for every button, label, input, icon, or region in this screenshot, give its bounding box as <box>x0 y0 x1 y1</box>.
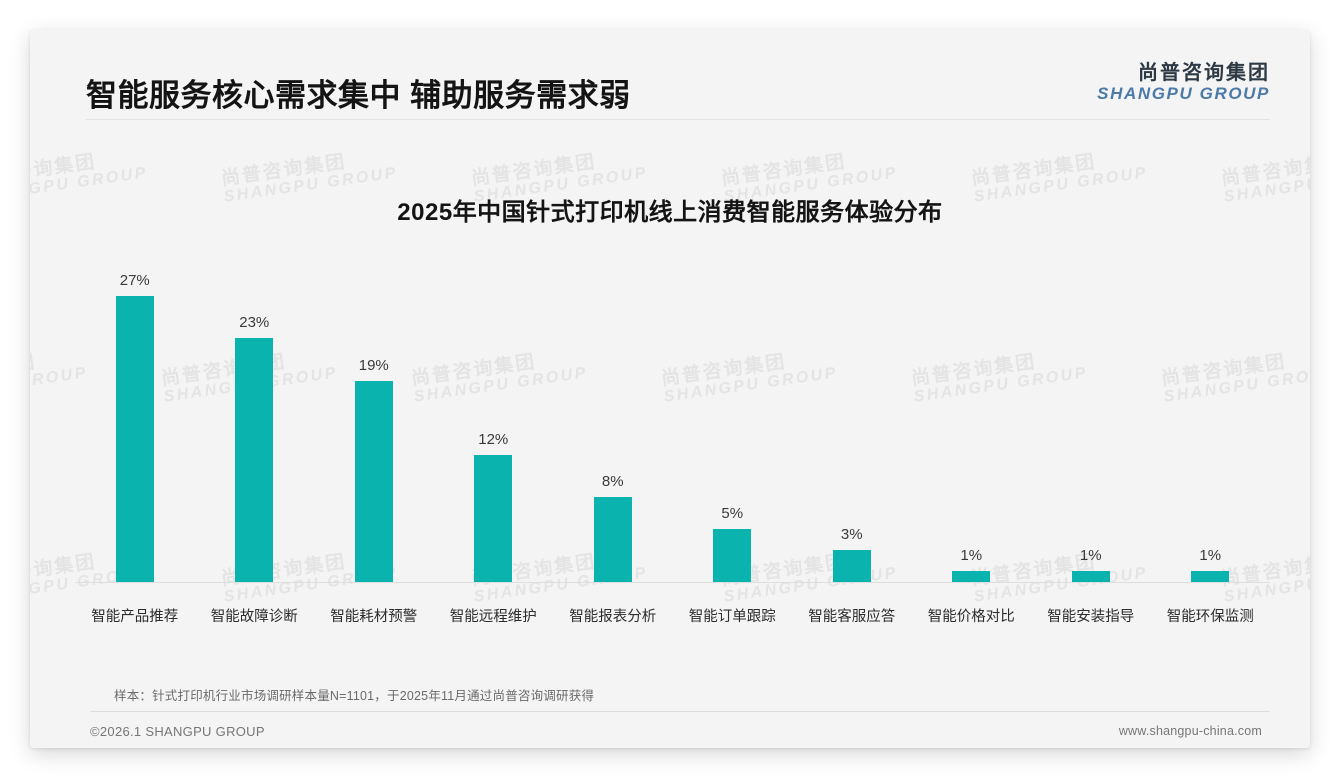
bar-group: 27% <box>75 264 195 582</box>
footer-website[interactable]: www.shangpu-china.com <box>1118 724 1262 738</box>
bar-group: 12% <box>434 264 554 582</box>
slide-footer: ©2026.1 SHANGPU GROUP www.shangpu-china.… <box>30 718 1310 748</box>
bar[interactable] <box>115 296 154 582</box>
slide-card: 尚普咨询集团 SHANGPU GROUP 尚普咨询集团 SHANGPU GROUP 尚普… <box>30 30 1310 748</box>
bar-group: 3% <box>792 264 912 582</box>
bar-chart-plot: 27% 智能产品推荐 23% 智能故障诊断 19% 智能耗材预警 12% 智能远程维护 8% 智能… <box>75 264 1271 625</box>
page-title: 智能服务核心需求集中 辅助服务需求弱 <box>86 78 631 113</box>
bar-group: 1% <box>1031 264 1151 582</box>
x-axis-category-label: 智能价格对比 <box>927 609 1015 625</box>
bar-group: 19% <box>314 264 434 582</box>
brand-name-en: SHANGPU GROUP <box>1097 84 1270 104</box>
brand-logo: 尚普咨询集团 SHANGPU GROUP <box>1097 62 1270 103</box>
bar[interactable] <box>1191 571 1230 582</box>
sample-footnote: 样本：针式打印机行业市场调研样本量N=1101，于2025年11月通过尚普咨询调… <box>114 689 595 703</box>
footer-copyright: ©2026.1 SHANGPU GROUP <box>90 724 265 739</box>
bar-group: 23% <box>195 264 315 582</box>
bar-value-label: 1% <box>1079 547 1102 564</box>
x-axis-category-label: 智能远程维护 <box>449 609 537 625</box>
bar-value-label: 27% <box>119 272 150 289</box>
bar[interactable] <box>593 497 632 582</box>
bar[interactable] <box>474 455 513 582</box>
header-divider <box>86 119 1270 120</box>
bar[interactable] <box>235 338 274 582</box>
x-axis-category-label: 智能产品推荐 <box>91 609 179 625</box>
bar-value-label: 5% <box>721 505 744 522</box>
footer-divider <box>90 711 1270 712</box>
bar-value-label: 1% <box>960 547 983 564</box>
slide-header: 智能服务核心需求集中 辅助服务需求弱 尚普咨询集团 SHANGPU GROUP <box>30 30 1310 120</box>
bar-group: 8% <box>553 264 673 582</box>
bar-value-label: 23% <box>239 314 270 331</box>
bar-group: 1% <box>912 264 1032 582</box>
x-axis-category-label: 智能安装指导 <box>1047 609 1135 625</box>
brand-name-cn: 尚普咨询集团 <box>1138 62 1270 84</box>
bar[interactable] <box>1071 571 1110 582</box>
x-axis-category-label: 智能环保监测 <box>1166 609 1254 625</box>
x-axis-category-label: 智能耗材预警 <box>330 609 418 625</box>
bar-group: 1% <box>1151 264 1271 582</box>
chart-title: 2025年中国针式打印机线上消费智能服务体验分布 <box>397 199 943 226</box>
chart-area: 2025年中国针式打印机线上消费智能服务体验分布 27% 智能产品推荐 23% 智能故… <box>30 120 1310 680</box>
bar[interactable] <box>952 571 991 582</box>
bar-value-label: 3% <box>840 526 863 543</box>
x-axis-category-label: 智能客服应答 <box>808 609 896 625</box>
bar[interactable] <box>713 529 752 582</box>
bar-value-label: 8% <box>601 473 624 490</box>
x-axis-category-label: 智能故障诊断 <box>210 609 298 625</box>
bar-value-label: 19% <box>358 357 389 374</box>
bar[interactable] <box>354 381 393 582</box>
bar-group: 5% <box>673 264 793 582</box>
bar-value-label: 12% <box>478 431 509 448</box>
x-axis-category-label: 智能订单跟踪 <box>688 609 776 625</box>
axis-baseline <box>75 582 1270 583</box>
x-axis-category-label: 智能报表分析 <box>569 609 657 625</box>
bar-value-label: 1% <box>1199 547 1222 564</box>
bar[interactable] <box>832 550 871 582</box>
